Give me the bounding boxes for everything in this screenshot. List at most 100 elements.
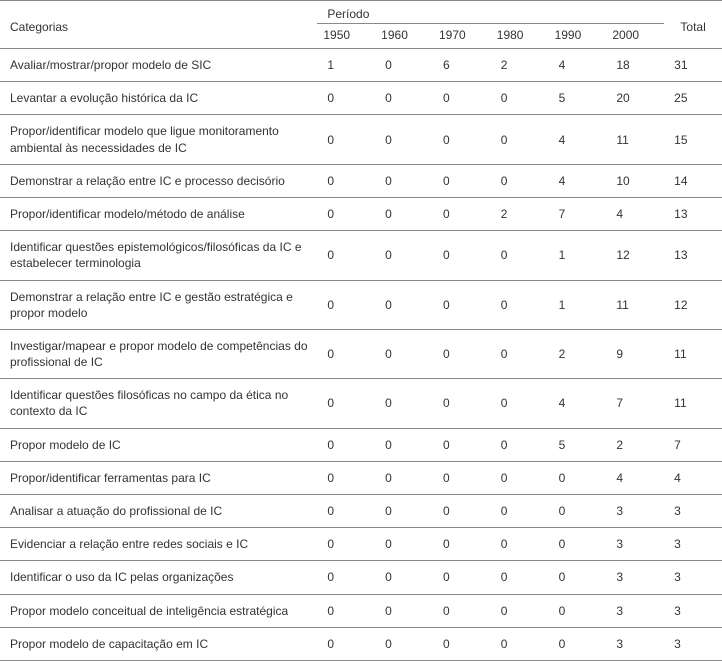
value-cell: 0 bbox=[375, 49, 433, 82]
header-decade: 1950 bbox=[317, 24, 375, 49]
value-cell: 1 bbox=[317, 49, 375, 82]
category-cell: Avaliar/mostrar/propor modelo de SIC bbox=[0, 49, 317, 82]
value-cell: 0 bbox=[549, 461, 607, 494]
value-cell: 0 bbox=[491, 594, 549, 627]
value-cell: 0 bbox=[549, 594, 607, 627]
total-cell: 13 bbox=[664, 231, 722, 280]
table-row: Demonstrar a relação entre IC e processo… bbox=[0, 164, 722, 197]
value-cell: 3 bbox=[606, 528, 664, 561]
table-row: Levantar a evolução histórica da IC00005… bbox=[0, 82, 722, 115]
value-cell: 0 bbox=[433, 561, 491, 594]
category-cell: Propor modelo de IC bbox=[0, 428, 317, 461]
header-decade: 1990 bbox=[549, 24, 607, 49]
value-cell: 0 bbox=[491, 280, 549, 329]
value-cell: 0 bbox=[433, 115, 491, 164]
value-cell: 0 bbox=[317, 197, 375, 230]
value-cell: 11 bbox=[606, 115, 664, 164]
table-body: Avaliar/mostrar/propor modelo de SIC1062… bbox=[0, 49, 722, 661]
value-cell: 0 bbox=[433, 280, 491, 329]
table-row: Propor/identificar ferramentas para IC00… bbox=[0, 461, 722, 494]
total-cell: 3 bbox=[664, 495, 722, 528]
value-cell: 0 bbox=[375, 82, 433, 115]
category-cell: Propor modelo de capacitação em IC bbox=[0, 627, 317, 660]
value-cell: 4 bbox=[549, 164, 607, 197]
value-cell: 0 bbox=[317, 528, 375, 561]
total-cell: 3 bbox=[664, 528, 722, 561]
data-table: Categorias Período Total 1950 1960 1970 … bbox=[0, 0, 722, 661]
category-cell: Propor/identificar modelo que ligue moni… bbox=[0, 115, 317, 164]
value-cell: 0 bbox=[433, 627, 491, 660]
value-cell: 0 bbox=[375, 461, 433, 494]
value-cell: 0 bbox=[491, 561, 549, 594]
value-cell: 4 bbox=[606, 197, 664, 230]
value-cell: 2 bbox=[491, 49, 549, 82]
value-cell: 0 bbox=[375, 231, 433, 280]
value-cell: 5 bbox=[549, 82, 607, 115]
value-cell: 0 bbox=[491, 329, 549, 378]
header-categories: Categorias bbox=[0, 1, 317, 49]
value-cell: 0 bbox=[317, 495, 375, 528]
value-cell: 0 bbox=[317, 428, 375, 461]
value-cell: 20 bbox=[606, 82, 664, 115]
value-cell: 0 bbox=[317, 231, 375, 280]
value-cell: 2 bbox=[549, 329, 607, 378]
value-cell: 0 bbox=[491, 428, 549, 461]
value-cell: 4 bbox=[549, 115, 607, 164]
value-cell: 0 bbox=[491, 379, 549, 428]
value-cell: 0 bbox=[491, 82, 549, 115]
category-cell: Investigar/mapear e propor modelo de com… bbox=[0, 329, 317, 378]
value-cell: 0 bbox=[433, 528, 491, 561]
total-cell: 4 bbox=[664, 461, 722, 494]
value-cell: 0 bbox=[375, 329, 433, 378]
value-cell: 0 bbox=[491, 115, 549, 164]
value-cell: 0 bbox=[433, 231, 491, 280]
value-cell: 0 bbox=[549, 627, 607, 660]
value-cell: 0 bbox=[317, 280, 375, 329]
category-cell: Propor/identificar modelo/método de anál… bbox=[0, 197, 317, 230]
table-row: Identificar o uso da IC pelas organizaçõ… bbox=[0, 561, 722, 594]
value-cell: 0 bbox=[491, 495, 549, 528]
value-cell: 18 bbox=[606, 49, 664, 82]
value-cell: 1 bbox=[549, 280, 607, 329]
value-cell: 0 bbox=[433, 495, 491, 528]
total-cell: 25 bbox=[664, 82, 722, 115]
value-cell: 0 bbox=[433, 329, 491, 378]
category-cell: Evidenciar a relação entre redes sociais… bbox=[0, 528, 317, 561]
value-cell: 0 bbox=[317, 329, 375, 378]
header-decade: 2000 bbox=[606, 24, 664, 49]
header-decade: 1970 bbox=[433, 24, 491, 49]
value-cell: 0 bbox=[491, 627, 549, 660]
table-row: Avaliar/mostrar/propor modelo de SIC1062… bbox=[0, 49, 722, 82]
value-cell: 0 bbox=[375, 495, 433, 528]
category-cell: Identificar questões epistemológicos/fil… bbox=[0, 231, 317, 280]
header-period: Período bbox=[317, 1, 664, 24]
value-cell: 0 bbox=[491, 164, 549, 197]
value-cell: 7 bbox=[549, 197, 607, 230]
value-cell: 0 bbox=[491, 231, 549, 280]
value-cell: 0 bbox=[549, 528, 607, 561]
value-cell: 0 bbox=[433, 461, 491, 494]
table-row: Propor/identificar modelo/método de anál… bbox=[0, 197, 722, 230]
table-row: Investigar/mapear e propor modelo de com… bbox=[0, 329, 722, 378]
value-cell: 0 bbox=[317, 561, 375, 594]
table-row: Propor modelo de IC0000527 bbox=[0, 428, 722, 461]
category-cell: Propor/identificar ferramentas para IC bbox=[0, 461, 317, 494]
value-cell: 0 bbox=[375, 379, 433, 428]
total-cell: 31 bbox=[664, 49, 722, 82]
value-cell: 0 bbox=[317, 594, 375, 627]
value-cell: 0 bbox=[433, 379, 491, 428]
total-cell: 13 bbox=[664, 197, 722, 230]
value-cell: 4 bbox=[549, 379, 607, 428]
value-cell: 3 bbox=[606, 627, 664, 660]
value-cell: 0 bbox=[375, 594, 433, 627]
value-cell: 3 bbox=[606, 561, 664, 594]
value-cell: 0 bbox=[549, 495, 607, 528]
value-cell: 3 bbox=[606, 495, 664, 528]
value-cell: 0 bbox=[375, 528, 433, 561]
header-decade: 1960 bbox=[375, 24, 433, 49]
total-cell: 7 bbox=[664, 428, 722, 461]
category-cell: Levantar a evolução histórica da IC bbox=[0, 82, 317, 115]
value-cell: 0 bbox=[491, 528, 549, 561]
category-cell: Analisar a atuação do profissional de IC bbox=[0, 495, 317, 528]
table-row: Analisar a atuação do profissional de IC… bbox=[0, 495, 722, 528]
